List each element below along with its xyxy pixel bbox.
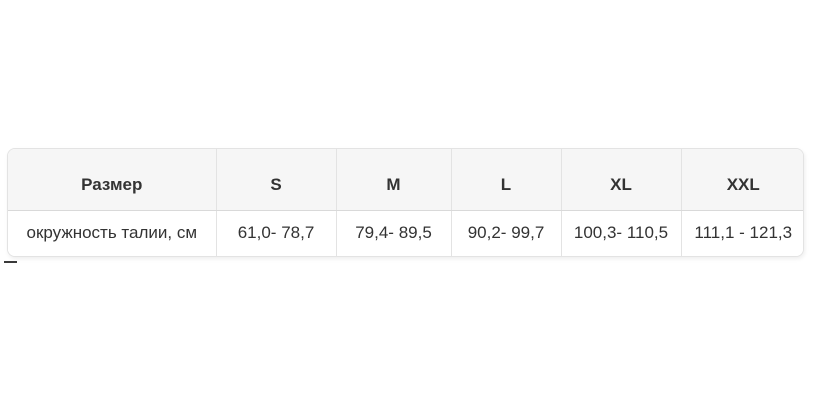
header-cell-l: L <box>450 149 561 211</box>
header-cell-xl: XL <box>560 149 681 211</box>
value-cell-xl: 100,3- 110,5 <box>560 210 681 256</box>
size-chart-table: Размер S M L XL XXL окружность талии, см… <box>8 149 803 256</box>
value-cell-s: 61,0- 78,7 <box>215 210 336 256</box>
value-cell-l: 90,2- 99,7 <box>450 210 561 256</box>
size-chart-card: Размер S M L XL XXL окружность талии, см… <box>7 148 804 257</box>
row-label-waist: окружность талии, см <box>8 210 216 256</box>
value-cell-xxl: 111,1 - 121,3 <box>680 210 803 256</box>
header-cell-m: M <box>335 149 451 211</box>
size-chart-header-row: Размер S M L XL XXL <box>8 149 803 211</box>
cropped-text-artifact <box>4 261 17 263</box>
header-cell-xxl: XXL <box>680 149 803 211</box>
header-cell-s: S <box>215 149 336 211</box>
table-row-waist: окружность талии, см 61,0- 78,7 79,4- 89… <box>8 210 803 256</box>
value-cell-m: 79,4- 89,5 <box>335 210 451 256</box>
header-cell-size-label: Размер <box>8 149 216 211</box>
